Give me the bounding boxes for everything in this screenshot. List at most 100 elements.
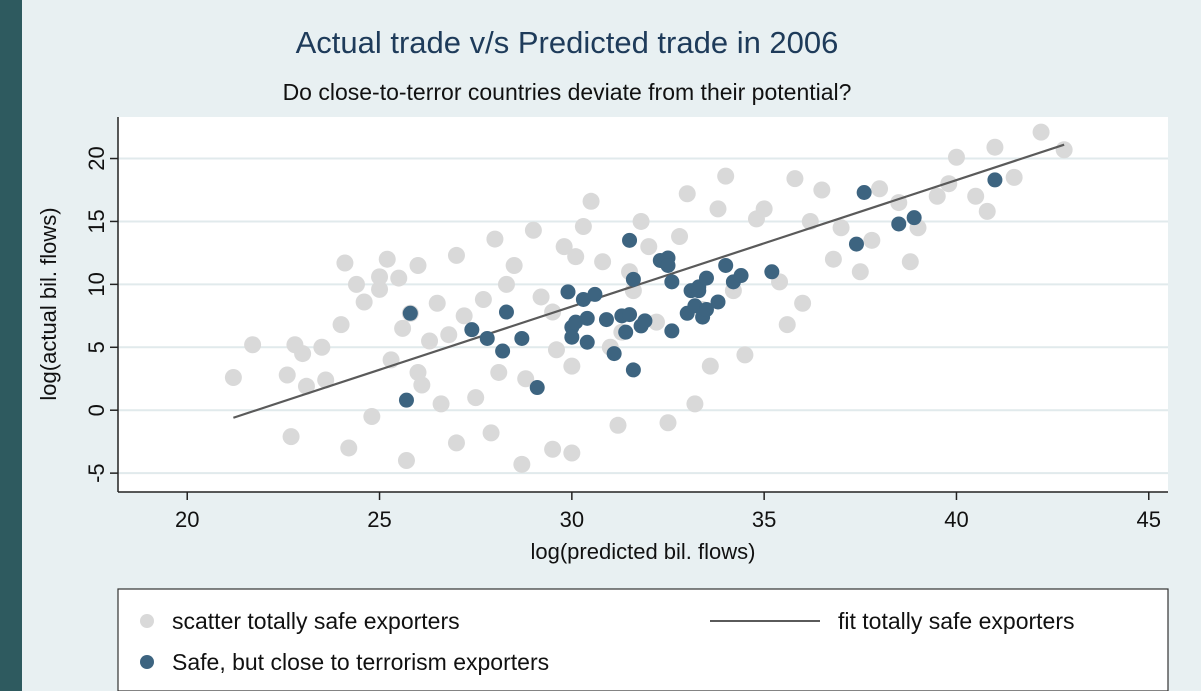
safe-point [486,231,503,248]
y-tick-label-4: 15 [84,209,109,233]
terror-point [580,311,595,326]
terror-point [734,268,749,283]
safe-point [871,180,888,197]
safe-point [363,408,380,425]
terror-point [399,393,414,408]
safe-point [563,444,580,461]
safe-point [313,339,330,356]
safe-point [421,332,438,349]
safe-point [575,218,592,235]
chart-frame: Actual trade v/s Predicted trade in 2006… [22,0,1201,691]
safe-point [394,320,411,337]
safe-point [633,213,650,230]
legend-terror-marker [140,655,154,669]
safe-point [825,251,842,268]
safe-point [1033,124,1050,141]
safe-point [490,364,507,381]
safe-point [244,336,261,353]
y-ticks: -5 0 5 10 15 20 [84,146,118,483]
terror-point [691,283,706,298]
safe-point [448,434,465,451]
safe-point [467,389,484,406]
terror-point [618,325,633,340]
safe-point [948,149,965,166]
terror-point [530,380,545,395]
terror-point [464,322,479,337]
terror-point [495,344,510,359]
terror-point [664,323,679,338]
terror-point [599,312,614,327]
safe-point [379,251,396,268]
safe-point [356,293,373,310]
safe-point [498,276,515,293]
safe-point [852,263,869,280]
chart-title: Actual trade v/s Predicted trade in 2006 [296,25,839,60]
terror-point [499,305,514,320]
legend-safe-label: scatter totally safe exporters [172,608,460,634]
safe-point [563,358,580,375]
terror-point [607,346,622,361]
terror-point [626,362,641,377]
x-tick-label-2: 30 [560,507,584,532]
safe-point [525,222,542,239]
legend-box [118,589,1168,691]
y-tick-label-2: 5 [84,341,109,353]
safe-point [833,219,850,236]
terror-point [637,313,652,328]
y-tick-label-5: 20 [84,146,109,170]
safe-point [371,268,388,285]
terror-point [587,287,602,302]
safe-point [717,168,734,185]
safe-point [671,228,688,245]
safe-point [660,414,677,431]
x-tick-label-3: 35 [752,507,776,532]
safe-point [413,377,430,394]
x-tick-label-0: 20 [175,507,199,532]
x-axis-label: log(predicted bil. flows) [531,539,756,564]
legend-safe-marker [140,614,154,628]
safe-point [986,139,1003,156]
y-tick-label-3: 10 [84,272,109,296]
terror-point [580,335,595,350]
x-tick-label-1: 25 [367,507,391,532]
y-tick-label-1: 0 [84,404,109,416]
safe-point [433,395,450,412]
y-axis-label: log(actual bil. flows) [36,207,61,400]
safe-point [475,291,492,308]
safe-point [813,181,830,198]
terror-point [514,331,529,346]
safe-point [340,439,357,456]
safe-point [225,369,242,386]
safe-point [390,270,407,287]
terror-point [987,172,1002,187]
legend-terror-label: Safe, but close to terrorism exporters [172,649,549,675]
safe-point [702,358,719,375]
safe-point [640,238,657,255]
safe-point [348,276,365,293]
safe-point [863,232,880,249]
x-ticks: 20 25 30 35 40 45 [175,492,1161,532]
y-tick-label-0: -5 [84,463,109,483]
terror-point [711,294,726,309]
safe-point [440,326,457,343]
safe-point [929,188,946,205]
safe-point [506,257,523,274]
safe-point [533,288,550,305]
safe-point [548,341,565,358]
terror-point [891,216,906,231]
terror-point [622,307,637,322]
safe-point [544,441,561,458]
safe-point [779,316,796,333]
terror-point [622,233,637,248]
safe-point [483,424,500,441]
safe-point [786,170,803,187]
safe-point [513,456,530,473]
terror-point [907,210,922,225]
safe-point [686,395,703,412]
safe-point [967,188,984,205]
x-tick-label-4: 40 [944,507,968,532]
terror-point [403,306,418,321]
safe-point [1056,141,1073,158]
scatter-chart: Actual trade v/s Predicted trade in 2006… [22,0,1201,691]
safe-point [398,452,415,469]
